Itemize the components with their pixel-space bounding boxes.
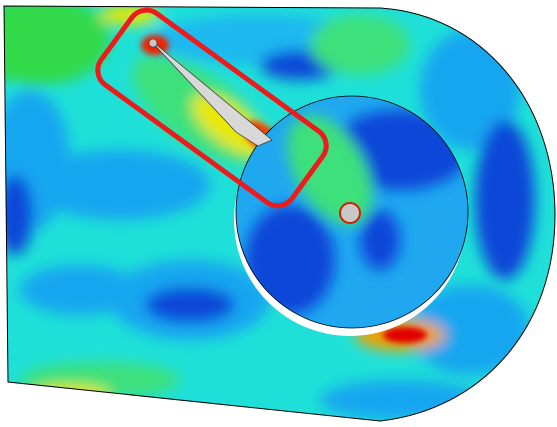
hole (340, 203, 360, 223)
crack-tip (149, 39, 157, 47)
fea-contour-render (0, 0, 557, 427)
